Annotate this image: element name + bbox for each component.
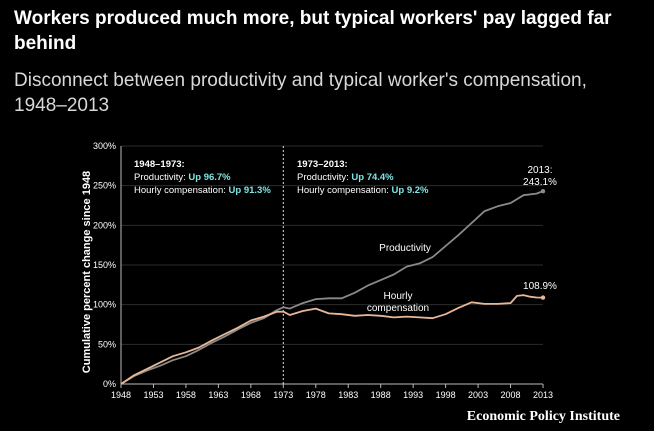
period1-comp-prefix: Hourly compensation: [134, 185, 229, 196]
period2-prod-value: Up 74.4% [351, 172, 394, 183]
x-tick-label: 1993 [403, 390, 423, 400]
page-title: Workers produced much more, but typical … [14, 8, 612, 54]
y-tick-label: 50% [98, 339, 116, 349]
x-tick-label: 1988 [371, 390, 391, 400]
x-tick-label: 1973 [273, 390, 293, 400]
productivity-line [120, 190, 544, 385]
x-tick-label: 1963 [208, 390, 228, 400]
productivity-label: Productivity [379, 243, 431, 254]
series-lines [120, 188, 546, 385]
y-axis-label: Cumulative percent change since 1948 [81, 171, 93, 373]
y-tick-label: 0% [103, 379, 116, 389]
compensation-end-value: 108.9% [523, 281, 557, 292]
period2-comp-value: Up 9.2% [392, 185, 430, 196]
end-label-year: 2013: [527, 165, 552, 176]
page-subtitle: Disconnect between productivity and typi… [14, 70, 587, 116]
x-tick-label: 2008 [501, 390, 521, 400]
grid [121, 145, 543, 385]
x-tick-label: 2013 [533, 390, 553, 400]
x-tick-label: 1978 [306, 390, 326, 400]
y-tick-label: 200% [93, 220, 116, 230]
period2-comp-prefix: Hourly compensation: [297, 185, 392, 196]
period1-prod-prefix: Productivity: [134, 172, 188, 183]
period2-productivity: Productivity: Up 74.4% [297, 172, 394, 183]
x-tick-label: 1948 [111, 390, 131, 400]
x-tick-label: 1968 [241, 390, 261, 400]
x-tick-label: 1953 [143, 390, 163, 400]
x-tick-label: 1983 [338, 390, 358, 400]
period1-comp-value: Up 91.3% [229, 185, 272, 196]
chart-labels: Cumulative percent change since 1948 194… [81, 159, 557, 373]
period1-compensation: Hourly compensation: Up 91.3% [134, 185, 271, 196]
compensation-label-line2: compensation [367, 303, 429, 314]
compensation-label-line1: Hourly [384, 291, 413, 302]
productivity-end-point [540, 188, 546, 194]
period2-heading: 1973–2013: [297, 159, 348, 170]
x-tick-label: 1998 [436, 390, 456, 400]
period1-prod-value: Up 96.7% [188, 172, 231, 183]
x-tick-label: 2003 [468, 390, 488, 400]
y-tick-label: 250% [93, 181, 116, 191]
source-credit: Economic Policy Institute [466, 409, 620, 424]
y-tick-label: 150% [93, 260, 116, 270]
axes: 0% 50% 100% 150% 200% 250% 300% 1948 1953 1958 196… [93, 141, 553, 400]
end-label-value: 243.1% [523, 177, 557, 188]
period1-heading: 1948–1973: [134, 159, 185, 170]
compensation-line [120, 294, 544, 385]
period2-compensation: Hourly compensation: Up 9.2% [297, 185, 429, 196]
x-tick-label: 1958 [176, 390, 196, 400]
y-tick-label: 300% [93, 141, 116, 151]
period2-prod-prefix: Productivity: [297, 172, 351, 183]
period1-productivity: Productivity: Up 96.7% [134, 172, 231, 183]
y-tick-label: 100% [93, 300, 116, 310]
compensation-end-point [540, 295, 546, 300]
